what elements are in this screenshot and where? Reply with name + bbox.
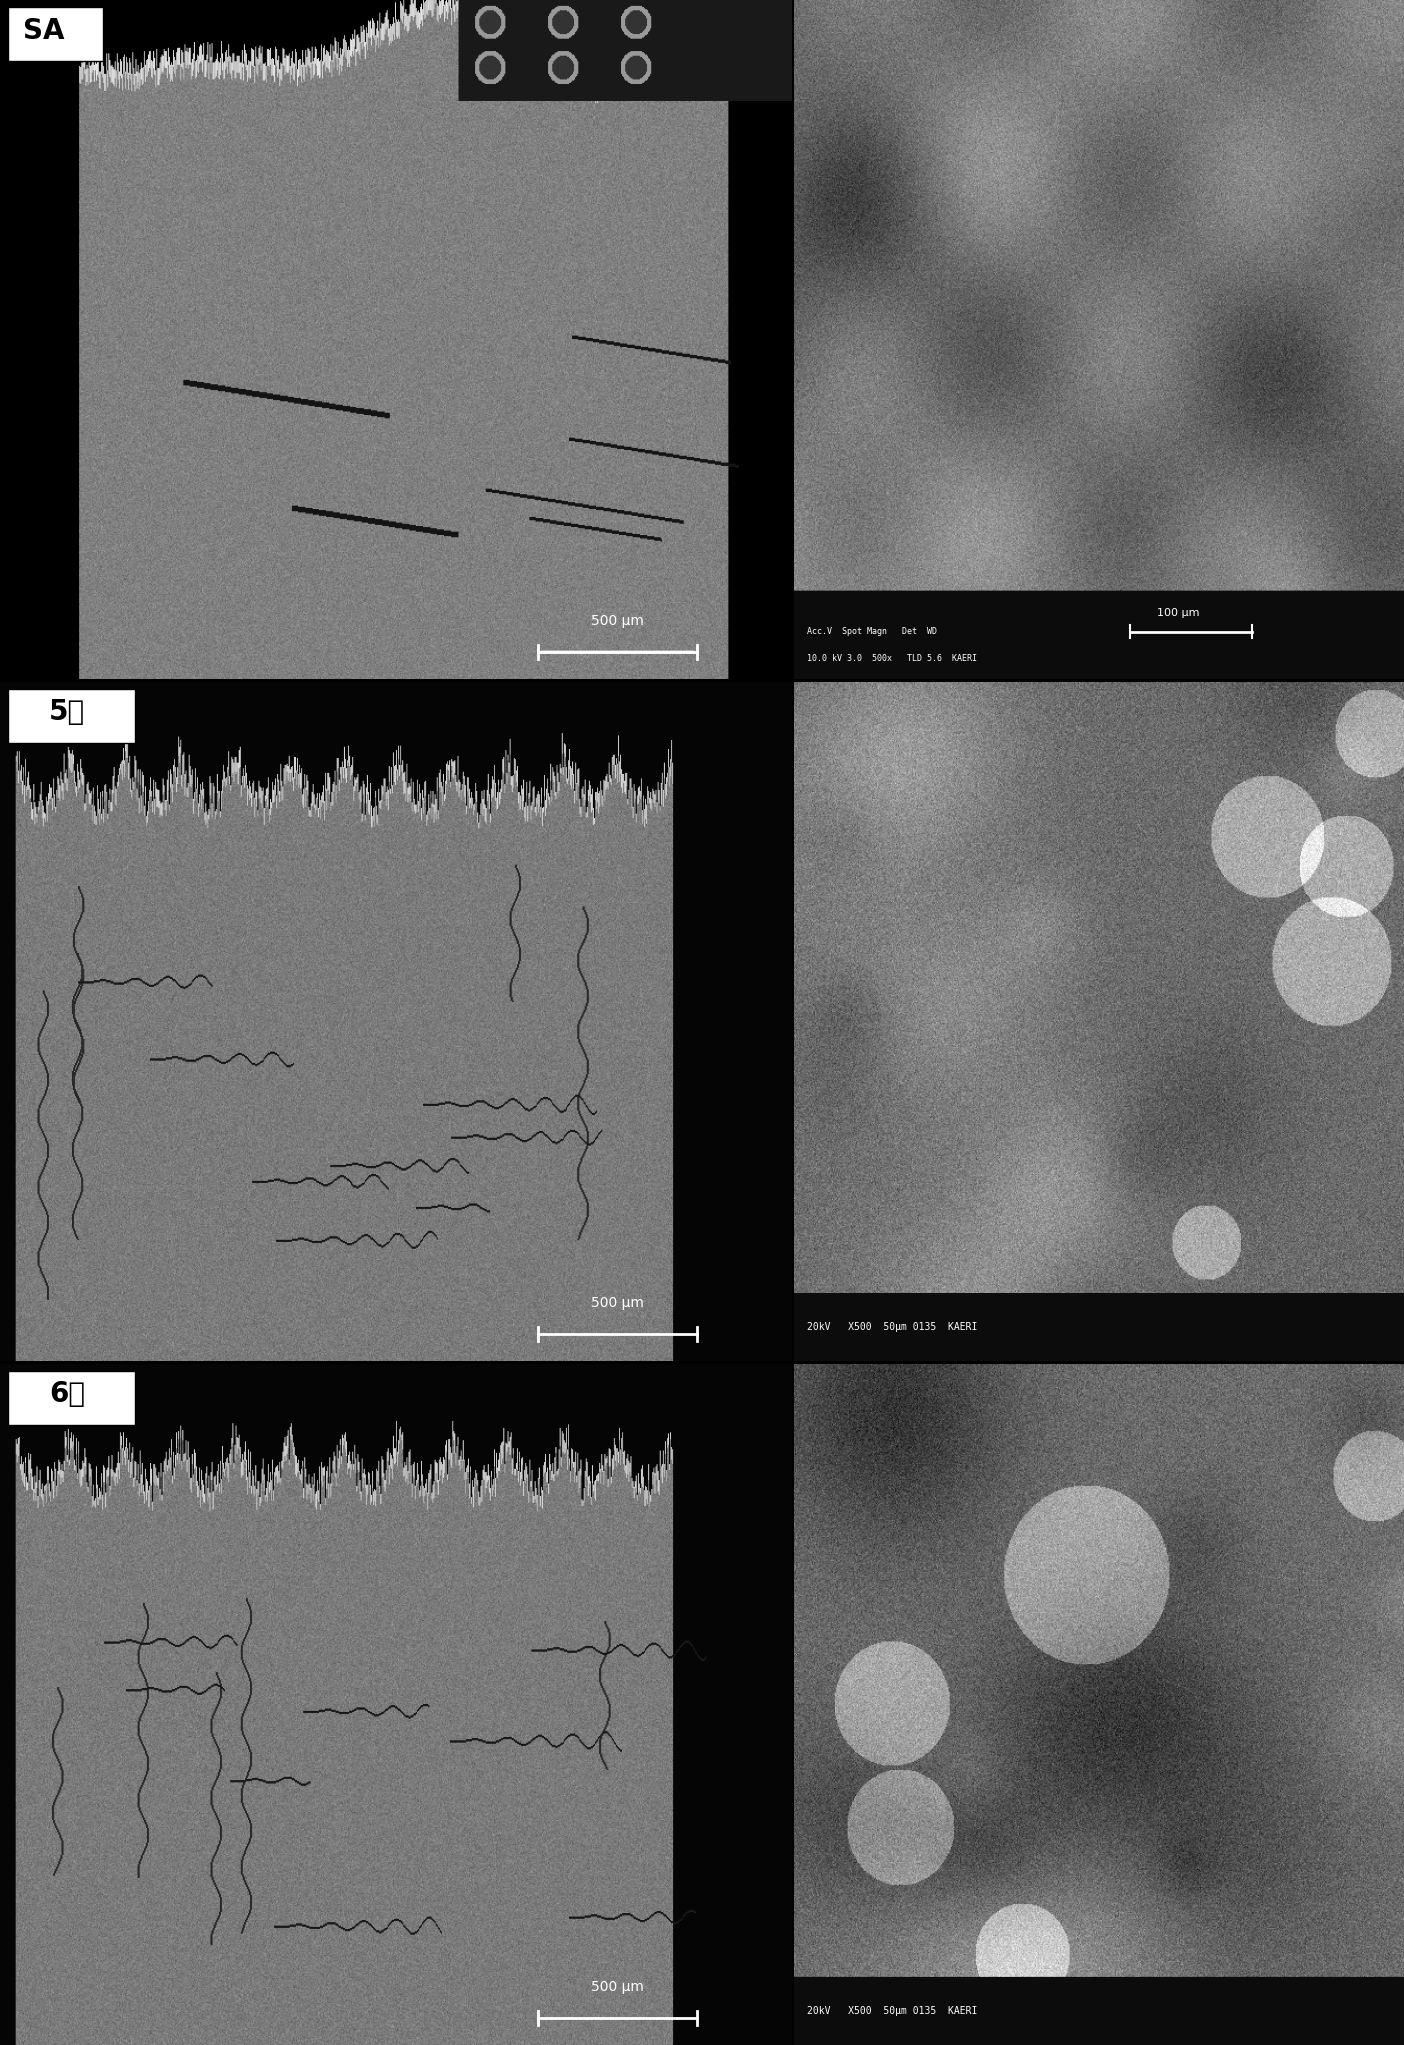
Text: 500 μm: 500 μm <box>591 1297 644 1311</box>
Text: 500 μm: 500 μm <box>591 614 644 628</box>
FancyBboxPatch shape <box>8 6 102 61</box>
Text: 100 μm: 100 μm <box>1157 607 1200 618</box>
Text: 500 μm: 500 μm <box>591 1980 644 1994</box>
Text: 5차: 5차 <box>49 699 86 726</box>
Text: 10.0 kV 3.0  500x   TLD 5.6  KAERI: 10.0 kV 3.0 500x TLD 5.6 KAERI <box>807 654 977 663</box>
Text: 20kV   X500  50μm 0135  KAERI: 20kV X500 50μm 0135 KAERI <box>807 1323 977 1331</box>
Text: 20kV   X500  50μm 0135  KAERI: 20kV X500 50μm 0135 KAERI <box>807 2006 977 2016</box>
FancyBboxPatch shape <box>8 1370 135 1425</box>
FancyBboxPatch shape <box>8 689 135 742</box>
Text: 6차: 6차 <box>49 1380 86 1409</box>
Text: SA: SA <box>22 16 65 45</box>
Text: Acc.V  Spot Magn   Det  WD: Acc.V Spot Magn Det WD <box>807 628 936 636</box>
